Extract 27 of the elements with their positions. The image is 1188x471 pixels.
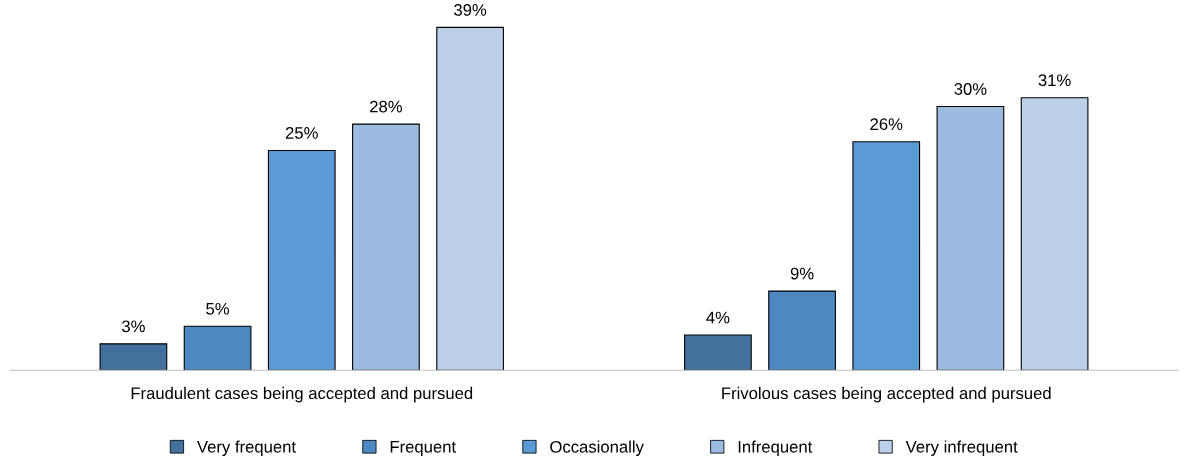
bar xyxy=(436,26,504,371)
data-label: 3% xyxy=(122,320,145,333)
data-label: 31% xyxy=(1038,74,1071,87)
data-label: 39% xyxy=(454,3,487,16)
x-tick-label: Frivolous cases being accepted and pursued xyxy=(722,386,1051,403)
bar xyxy=(852,141,921,371)
bar xyxy=(267,149,336,371)
data-label: 4% xyxy=(706,311,730,324)
x-tick-label: Fraudulent cases being accepted and pursued xyxy=(131,386,473,403)
data-label: 25% xyxy=(285,127,318,139)
legend-label: Very infrequent xyxy=(905,440,1018,456)
bar xyxy=(352,123,420,371)
data-label: 9% xyxy=(790,267,814,280)
bar xyxy=(684,334,752,371)
legend-label: Frequent xyxy=(390,441,456,456)
bar xyxy=(183,325,252,371)
legend-label: Very frequent xyxy=(197,440,296,456)
data-label: 30% xyxy=(954,83,987,95)
legend-label: Occasionally xyxy=(550,440,644,456)
data-label: 28% xyxy=(370,100,403,113)
data-label: 26% xyxy=(870,118,903,131)
data-label: 5% xyxy=(206,302,230,315)
bar xyxy=(1020,97,1089,371)
bar xyxy=(936,105,1005,371)
bar xyxy=(99,343,168,371)
bar xyxy=(768,290,836,371)
legend-label: Infrequent xyxy=(738,440,813,456)
